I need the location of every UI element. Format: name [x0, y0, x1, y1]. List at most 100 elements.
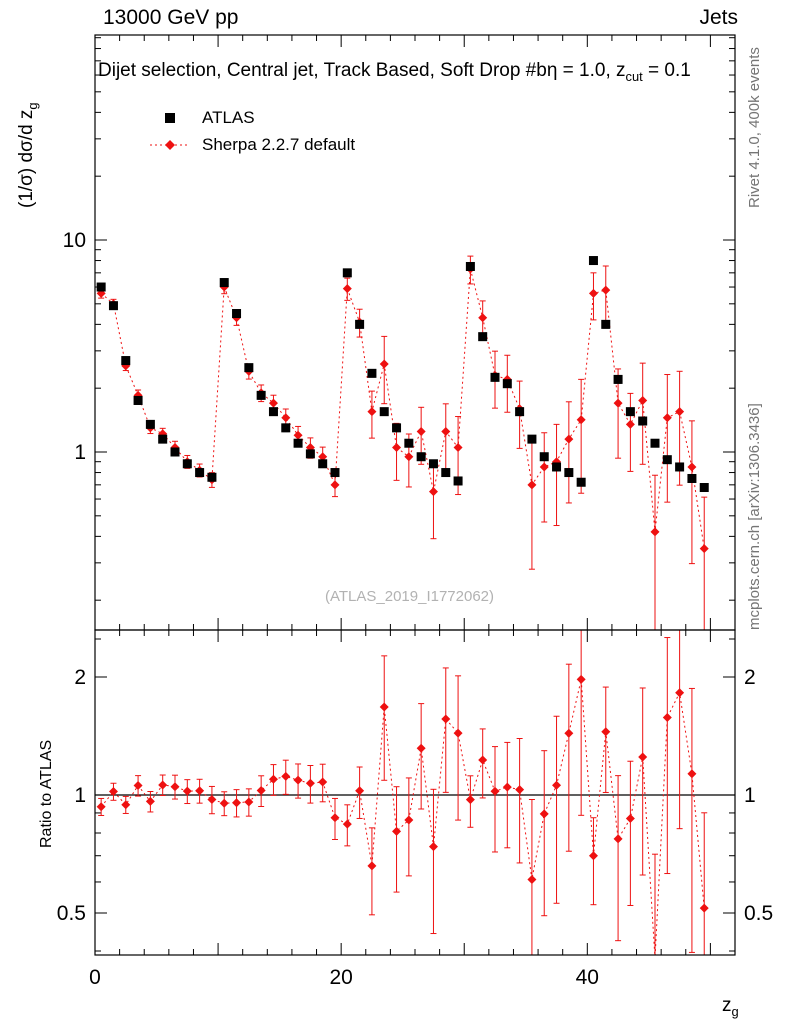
- sherpa-ratio-point: [453, 728, 463, 738]
- panel-heading-main: Dijet selection, Central jet, Track Base…: [98, 60, 626, 81]
- sherpa-point: [576, 415, 586, 425]
- atlas-point: [182, 459, 192, 469]
- sherpa-point: [478, 313, 488, 323]
- sherpa-ratio-point: [662, 713, 672, 723]
- atlas-point: [478, 332, 488, 342]
- sherpa-line-main: [100, 268, 705, 549]
- atlas-point: [195, 468, 205, 478]
- sherpa-point: [428, 487, 438, 497]
- atlas-point: [96, 282, 106, 292]
- atlas-point: [256, 390, 266, 400]
- sherpa-ratio-point: [158, 780, 168, 790]
- sherpa-ratio-point: [539, 809, 549, 819]
- sherpa-line-ratio: [100, 679, 705, 955]
- sherpa-ratio-point: [219, 798, 229, 808]
- atlas-point: [404, 438, 414, 448]
- atlas-point: [108, 301, 118, 311]
- sherpa-ratio-point: [416, 743, 426, 753]
- atlas-point: [662, 455, 672, 465]
- atlas-point: [170, 447, 180, 457]
- panel-heading-tail: = 0.1: [642, 60, 691, 81]
- sherpa-ratio-point: [207, 795, 217, 805]
- sherpa-ratio-point: [515, 785, 525, 795]
- tick-label: 2: [744, 666, 756, 689]
- atlas-point: [428, 459, 438, 469]
- sherpa-ratio-point: [552, 780, 562, 790]
- atlas-point: [133, 395, 143, 405]
- tick-labels: 0 20 40 10 1 2 2 1 1 0.5 0.5: [57, 229, 773, 989]
- tick-label: 0: [89, 966, 101, 989]
- x-axis-label-text: z: [722, 995, 732, 1016]
- panel-heading-sub: cut: [625, 68, 643, 84]
- x-axis-label-sub: g: [731, 1003, 739, 1019]
- sherpa-ratio-point: [121, 800, 131, 810]
- sherpa-point: [293, 430, 303, 440]
- ratio-panel-series: [95, 630, 735, 955]
- sherpa-ratio-point: [699, 903, 709, 913]
- sherpa-ratio-point: [465, 795, 475, 805]
- atlas-point: [232, 309, 242, 319]
- rivet-note: Rivet 4.1.0, 400k events: [746, 47, 763, 208]
- sherpa-point: [379, 359, 389, 369]
- atlas-square-icon: [146, 111, 194, 125]
- sherpa-ratio-point: [133, 781, 143, 791]
- atlas-point: [318, 459, 328, 469]
- sherpa-ratio-point: [625, 814, 635, 824]
- tick-label: 40: [576, 966, 599, 989]
- sherpa-ratio-point: [428, 842, 438, 852]
- sherpa-point: [268, 398, 278, 408]
- atlas-point: [552, 462, 562, 472]
- sherpa-point: [453, 443, 463, 453]
- sherpa-ratio-point: [195, 786, 205, 796]
- y-axis-label-main-sub: g: [24, 102, 40, 110]
- sherpa-ratio-point: [342, 819, 352, 829]
- atlas-point: [613, 374, 623, 384]
- atlas-point: [539, 452, 549, 462]
- title-left: 13000 GeV pp: [103, 6, 239, 29]
- atlas-point: [342, 268, 352, 278]
- sherpa-ratio-point: [305, 778, 315, 788]
- tick-label: 10: [63, 229, 86, 252]
- atlas-point: [453, 476, 463, 486]
- sherpa-ratio-point: [404, 815, 414, 825]
- atlas-point: [121, 356, 131, 366]
- atlas-point: [490, 372, 500, 382]
- legend: ATLAS Sherpa 2.2.7 default: [146, 104, 355, 158]
- atlas-point: [502, 379, 512, 389]
- panel-heading: Dijet selection, Central jet, Track Base…: [98, 60, 691, 84]
- main-panel-series: [96, 255, 709, 630]
- atlas-point: [145, 419, 155, 429]
- atlas-point: [465, 261, 475, 271]
- sherpa-ratio-point: [367, 861, 377, 871]
- sherpa-ratio-point: [613, 834, 623, 844]
- sherpa-point: [367, 407, 377, 417]
- atlas-point: [158, 434, 168, 444]
- sherpa-ratio-point: [576, 674, 586, 684]
- sherpa-point: [662, 413, 672, 423]
- sherpa-ratio-point: [145, 796, 155, 806]
- sherpa-point: [638, 395, 648, 405]
- sherpa-ratio-point: [687, 769, 697, 779]
- sherpa-ratio-point: [256, 785, 266, 795]
- sherpa-ratio-point: [601, 727, 611, 737]
- sherpa-ratio-point: [108, 787, 118, 797]
- sherpa-ratio-point: [268, 774, 278, 784]
- atlas-point: [527, 434, 537, 444]
- atlas-point: [687, 473, 697, 483]
- y-axis-label-main: (1/σ) dσ/d zg: [16, 102, 40, 208]
- atlas-point: [650, 438, 660, 448]
- atlas-point: [219, 278, 229, 288]
- sherpa-diamond-icon: [146, 138, 194, 152]
- atlas-point: [601, 319, 611, 329]
- tick-label: 20: [329, 966, 352, 989]
- axis-ticks: [94, 35, 736, 955]
- sherpa-ratio-point: [330, 813, 340, 823]
- tick-label: 1: [74, 784, 86, 807]
- atlas-point: [392, 423, 402, 433]
- atlas-point: [576, 477, 586, 487]
- atlas-point: [638, 416, 648, 426]
- sherpa-ratio-point: [564, 728, 574, 738]
- sherpa-ratio-point: [232, 798, 242, 808]
- sherpa-point: [613, 398, 623, 408]
